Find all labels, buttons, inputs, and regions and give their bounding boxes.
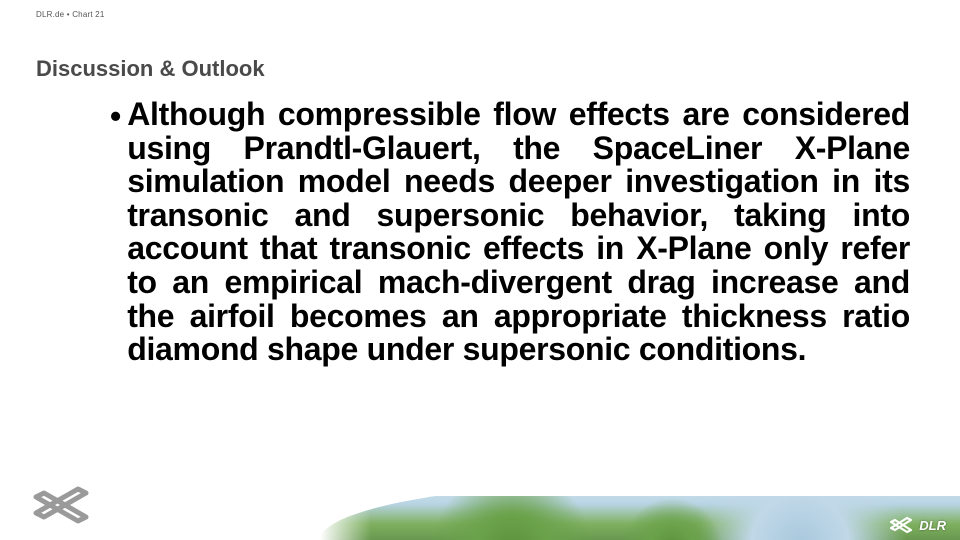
dlr-logo-icon (30, 483, 100, 532)
header-meta: DLR.de • Chart 21 (36, 10, 104, 19)
bullet-row: • Although compressible flow effects are… (110, 98, 910, 367)
meta-chart: Chart 21 (72, 10, 104, 19)
body-text-wrap: • Although compressible flow effects are… (110, 98, 910, 367)
dlr-small-icon (889, 516, 915, 534)
meta-site: DLR.de (36, 10, 64, 19)
dlr-small-text: DLR (919, 518, 946, 533)
section-title: Discussion & Outlook (36, 56, 265, 82)
meta-sep: • (64, 10, 72, 19)
dlr-small-logo: DLR (889, 516, 946, 534)
footer: DLR (0, 488, 960, 540)
bullet-marker: • (110, 100, 121, 134)
body-text: Although compressible flow effects are c… (127, 98, 910, 367)
slide: DLR.de • Chart 21 Discussion & Outlook •… (0, 0, 960, 540)
earth-image: DLR (320, 496, 960, 540)
